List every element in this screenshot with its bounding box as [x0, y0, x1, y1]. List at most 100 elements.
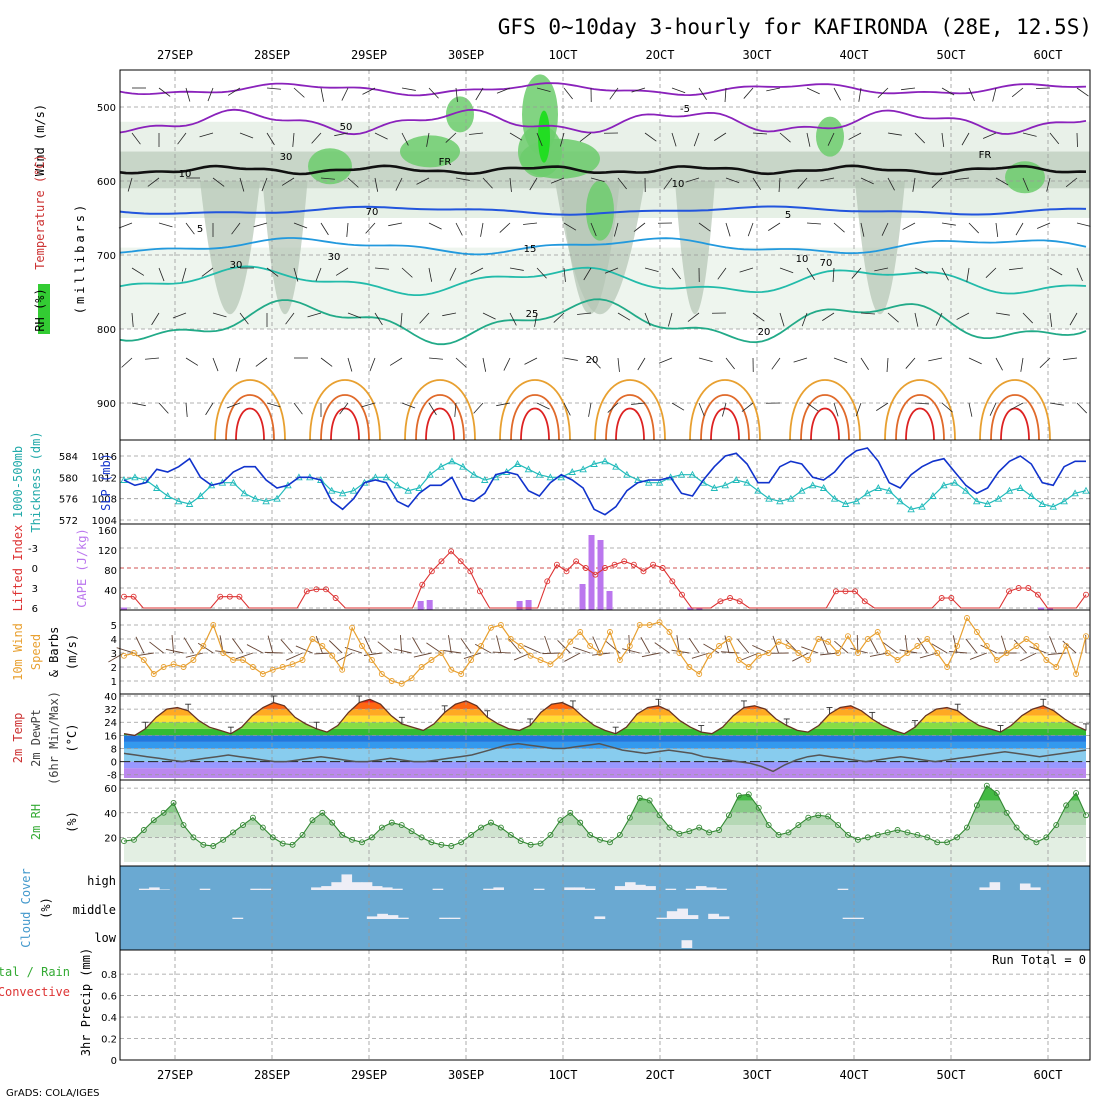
rh-point	[210, 843, 217, 849]
cloud-bar-middle	[718, 916, 730, 919]
wind-barb	[995, 222, 999, 237]
thickness-point	[251, 494, 259, 502]
wind-speed-point	[626, 643, 633, 649]
wind-barb	[147, 177, 160, 187]
wind-barb	[320, 357, 333, 367]
upper-air-panel: 500 600 700 800 900 -5 FR FR 5 5 15 10 20 20 25 30 50 30 3…	[97, 69, 1091, 441]
wind-speed-point	[259, 671, 266, 677]
lifted-index-point	[313, 586, 320, 593]
thickness-point	[994, 494, 1003, 502]
rh-tick-label: 20	[104, 833, 117, 844]
temp-contour-minus10	[119, 82, 1087, 97]
cloud-bar-high	[706, 887, 717, 890]
rh-point	[507, 831, 514, 838]
wind-barb	[553, 312, 565, 323]
thickness-point	[972, 497, 981, 505]
wind-barb	[820, 652, 839, 656]
wind-speed-point	[517, 643, 524, 649]
cloud-bar-middle	[708, 913, 720, 919]
wind-barb	[363, 636, 373, 654]
temp-left-labels: 2m Temp 2m DewPt (6hr Min/Max) (°C)	[11, 691, 79, 785]
thickness-point	[196, 492, 205, 499]
wind-barb	[496, 87, 511, 94]
warm-dome-contour	[1000, 407, 1030, 441]
wind-speed-point	[646, 622, 653, 628]
wind-barb	[563, 402, 571, 416]
warm-dome-contour	[895, 394, 945, 441]
wind-barb	[135, 636, 145, 654]
wind-barb	[363, 652, 382, 656]
wind-barb	[671, 87, 686, 94]
wind-barb	[335, 267, 349, 276]
thick-frame	[119, 439, 1091, 525]
rh-point	[1073, 790, 1080, 797]
thickness-point	[163, 492, 172, 499]
rh-point	[904, 829, 911, 836]
thickness-point	[754, 486, 762, 494]
wind-speed-point	[676, 650, 683, 656]
wind-barb	[577, 312, 592, 315]
cloud-bar-middle	[666, 911, 678, 919]
wind-barb	[374, 177, 379, 192]
thickness-point	[568, 468, 576, 475]
wind-barb	[235, 652, 254, 660]
contour-label: 70	[820, 258, 833, 269]
wind-barb	[833, 87, 841, 101]
cape-bar	[1038, 607, 1045, 610]
wind-barb	[524, 357, 538, 365]
wind-speed-point	[686, 664, 693, 670]
lifted-index-point	[573, 558, 580, 565]
wind-barb	[698, 222, 711, 232]
wind-barb	[637, 357, 646, 371]
wind-barb	[449, 267, 457, 281]
temp-tick-label: 0	[111, 758, 117, 769]
wind-barb	[127, 177, 133, 192]
warm-dome-contour	[320, 394, 370, 441]
cloud-bar-high	[260, 888, 272, 890]
wind-barb	[509, 312, 517, 326]
rh-point	[845, 831, 851, 838]
wind-speed-point	[825, 638, 832, 645]
thickness-point	[852, 497, 861, 505]
precip-tick-label: 0.6	[101, 992, 117, 1003]
thickness-point	[1049, 502, 1057, 510]
wind-speed-point	[240, 657, 246, 663]
wind-barb	[388, 222, 403, 227]
wind-barb	[131, 402, 146, 407]
cape-tick-label: 160	[98, 526, 117, 537]
wind-barb	[293, 267, 299, 282]
wind-barb	[1049, 402, 1064, 406]
wind-barb	[860, 357, 869, 370]
rh2m-label: 2m RH	[29, 804, 43, 840]
wind-speed-point	[487, 624, 494, 631]
wind-barb	[928, 357, 943, 362]
wind-barb	[899, 649, 918, 654]
rh-point	[557, 817, 564, 824]
wind-barb	[469, 132, 484, 135]
wind-barb	[676, 635, 680, 654]
lifted-index-point	[852, 588, 859, 595]
wind-speed-point	[973, 629, 980, 635]
wind-barb	[876, 402, 889, 411]
lifted-index-point	[602, 565, 608, 571]
slp-line	[123, 447, 1086, 516]
wind-barb	[158, 402, 169, 414]
wind-barb	[1046, 177, 1051, 192]
rh-point	[428, 839, 435, 846]
wind-speed-point	[190, 657, 197, 663]
rh-point	[309, 817, 316, 824]
wind-barb	[631, 402, 646, 405]
wind-speed-point	[845, 633, 851, 640]
wind-barb	[158, 222, 173, 228]
thickness-point	[1005, 486, 1014, 494]
cloud-bar-high	[1030, 887, 1041, 890]
cloud-bar-high	[351, 882, 363, 890]
thickness-point	[579, 465, 587, 473]
wind-barb	[887, 312, 899, 323]
warm-dome-contour	[330, 407, 360, 441]
wind-barb	[255, 357, 268, 367]
thickness-point	[885, 486, 893, 494]
lifted-index-point	[630, 561, 637, 568]
wind-speed-point	[220, 650, 227, 656]
